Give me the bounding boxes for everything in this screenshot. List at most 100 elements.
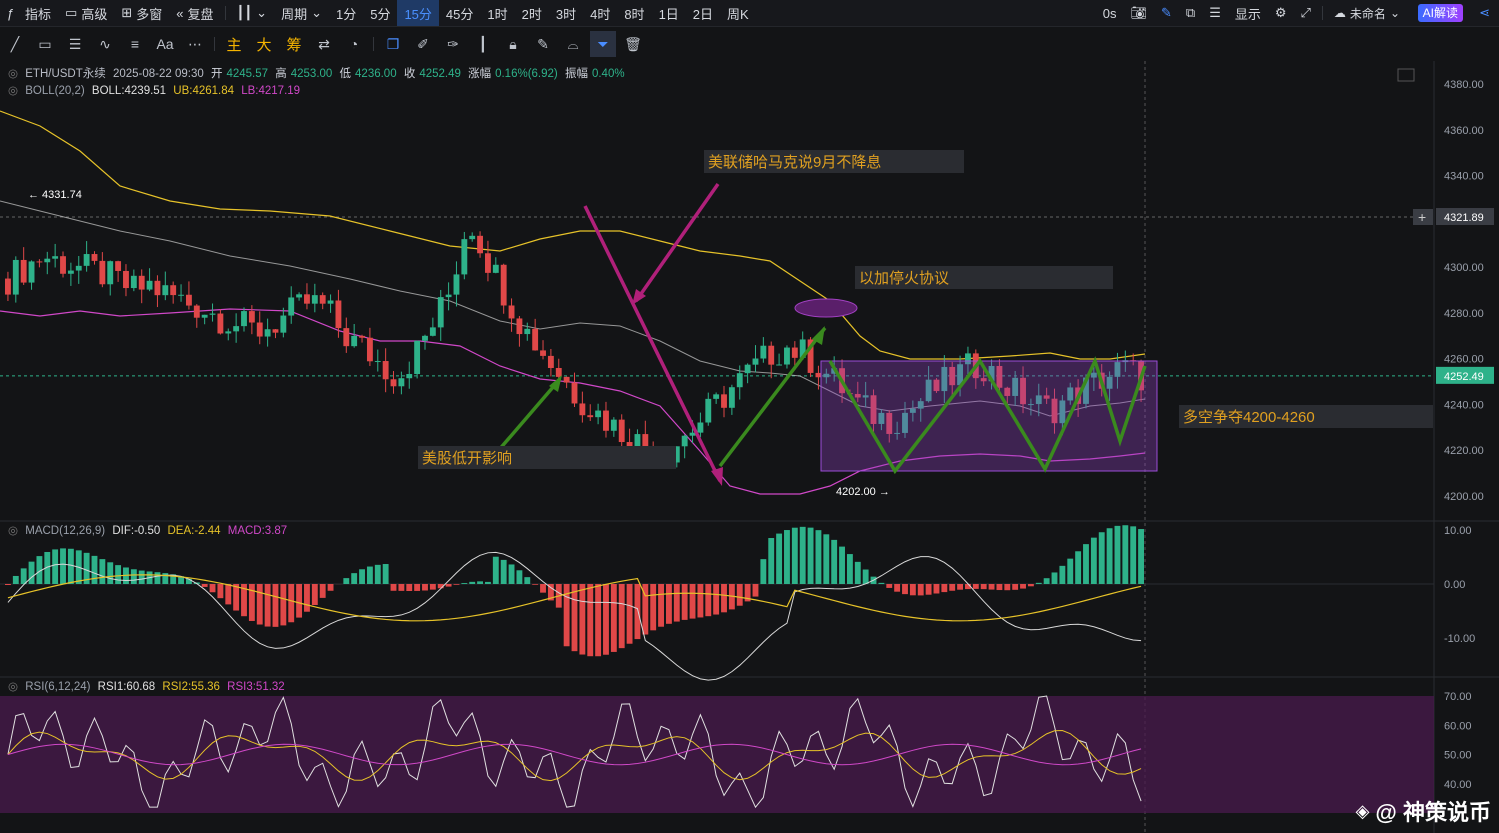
macd-bar: [36, 556, 43, 584]
rsi2-line: [7, 730, 1142, 782]
macd-bar: [44, 551, 51, 584]
candle-body: [1043, 395, 1050, 399]
trash-icon[interactable]: 🗑︎: [624, 35, 642, 52]
candle-body: [1083, 377, 1089, 404]
candle-body: [138, 275, 145, 290]
magnet-icon[interactable]: ⌓: [567, 35, 579, 52]
filter-icon[interactable]: ⏷: [590, 31, 616, 57]
macd-bar: [201, 584, 208, 587]
candle-body: [815, 372, 822, 378]
macd-bar: [595, 584, 602, 657]
eye-icon[interactable]: ◎: [8, 525, 19, 537]
interval-10[interactable]: 2日: [692, 6, 714, 22]
macd-bar: [650, 584, 657, 631]
pen-icon[interactable]: ✎: [1160, 5, 1172, 20]
ai-interpret-button[interactable]: AI解读: [1417, 4, 1463, 22]
candle-body: [886, 412, 893, 434]
macd-tick: 10.00: [1444, 525, 1472, 537]
popout-icon[interactable]: ⧉: [1185, 5, 1196, 20]
macd-bar: [965, 584, 971, 590]
interval-0[interactable]: 1分: [335, 6, 357, 22]
annotation-ceasefire[interactable]: 以加停火协议: [855, 266, 1113, 289]
display-button[interactable]: 显示: [1234, 6, 1261, 22]
layout-dropdown[interactable]: ☁ 未命名 ⌄: [1333, 6, 1400, 21]
chart-type-button[interactable]: ┃┃ ⌄: [230, 0, 275, 26]
copy-icon[interactable]: ❐: [386, 35, 400, 52]
macd-bar: [760, 559, 767, 584]
interval-3[interactable]: 45分: [445, 6, 474, 22]
candle-body: [233, 326, 240, 332]
wave-tool-icon[interactable]: ∿: [99, 35, 111, 52]
macd-bar: [563, 584, 570, 647]
macd-bar: [846, 554, 853, 584]
divider: [214, 37, 215, 51]
annotation-stocks[interactable]: 美股低开影响: [418, 446, 676, 469]
share-icon[interactable]: ⋖: [1479, 5, 1490, 20]
interval-2[interactable]: 15分: [397, 0, 439, 26]
parallel-lines-icon[interactable]: ☰: [68, 35, 82, 52]
multi-window-button[interactable]: ⊞ 多窗: [121, 5, 163, 22]
compare-icon[interactable]: ⇄: [318, 35, 330, 52]
candle-body: [1059, 400, 1066, 424]
note-icon[interactable]: ✎: [537, 35, 549, 52]
interval-6[interactable]: 3时: [555, 6, 577, 22]
macd-bar: [721, 584, 727, 613]
brush-icon[interactable]: ✑: [447, 35, 459, 52]
interval-7[interactable]: 4时: [590, 6, 611, 22]
macd-bar: [799, 526, 806, 584]
interval-5[interactable]: 2时: [521, 6, 542, 22]
divider: [224, 6, 226, 20]
camera-icon[interactable]: 📷︎: [1130, 5, 1147, 20]
annotation-range[interactable]: 多空争夺4200-4260: [1179, 405, 1433, 428]
more-icon[interactable]: ⋯: [188, 35, 202, 52]
macd-bar: [28, 561, 35, 584]
arrow-head: [711, 467, 723, 486]
macd-bar: [1035, 582, 1042, 584]
lock-icon[interactable]: 🔒︎: [509, 35, 517, 52]
fullscreen-icon[interactable]: ⤢: [1300, 5, 1311, 20]
interval-9[interactable]: 1日: [658, 6, 679, 22]
price-tick: 4280.00: [1444, 308, 1484, 320]
candle-body: [1090, 372, 1097, 378]
main-indicator-button[interactable]: 主: [226, 36, 242, 54]
text-tool-icon[interactable]: Aa: [156, 36, 174, 52]
seconds-label[interactable]: 0s: [1102, 5, 1117, 21]
candle-body: [99, 260, 106, 285]
interval-8[interactable]: 8时: [624, 6, 645, 22]
interval-1[interactable]: 5分: [370, 6, 391, 22]
candle-body: [469, 235, 476, 240]
period-dropdown[interactable]: 周期 ⌄: [281, 5, 322, 22]
candle-tool-icon[interactable]: ┃: [478, 35, 488, 52]
candle-body: [319, 295, 326, 304]
chip-button[interactable]: 筹: [286, 36, 302, 54]
interval-4[interactable]: 1时: [487, 6, 508, 22]
candle-body: [272, 329, 279, 333]
interval-11[interactable]: 周K: [727, 6, 749, 22]
replay-button[interactable]: «复盘: [176, 5, 214, 22]
macd-bar: [99, 559, 106, 584]
big-order-button[interactable]: 大: [256, 36, 272, 54]
candle-body: [374, 361, 381, 363]
eye-icon[interactable]: ◎: [8, 68, 19, 80]
candle-body: [335, 300, 342, 329]
candle-body: [288, 297, 295, 316]
macd-bar: [508, 564, 515, 584]
indicators-button[interactable]: ƒ 指标: [7, 6, 52, 22]
settings-list-icon[interactable]: ☰: [1209, 5, 1221, 20]
fib-tool-icon[interactable]: ≡: [130, 36, 140, 52]
gear-icon[interactable]: ⚙: [1274, 5, 1287, 20]
candle-body: [382, 361, 389, 380]
eye-icon[interactable]: ◎: [8, 681, 19, 693]
advanced-button[interactable]: ▭ 高级: [65, 5, 108, 22]
macd-tick: -10.00: [1444, 633, 1475, 645]
highlight-ellipse: [794, 298, 858, 318]
ruler-icon[interactable]: ✐: [417, 35, 429, 52]
line-tool-icon[interactable]: ╱: [10, 35, 20, 52]
chart-area[interactable]: ← 4331.74 4202.00 → 4380.00 4360.00 4340.00…: [0, 61, 1499, 833]
rectangle-tool-icon[interactable]: ▭: [38, 35, 52, 52]
eye-icon[interactable]: ◎: [8, 85, 19, 97]
expand-icon: [1397, 68, 1415, 82]
annotation-fed[interactable]: 美联储哈马克说9月不降息: [704, 150, 964, 173]
gauge-icon[interactable]: ◔: [349, 36, 359, 52]
macd-bar: [170, 574, 177, 584]
